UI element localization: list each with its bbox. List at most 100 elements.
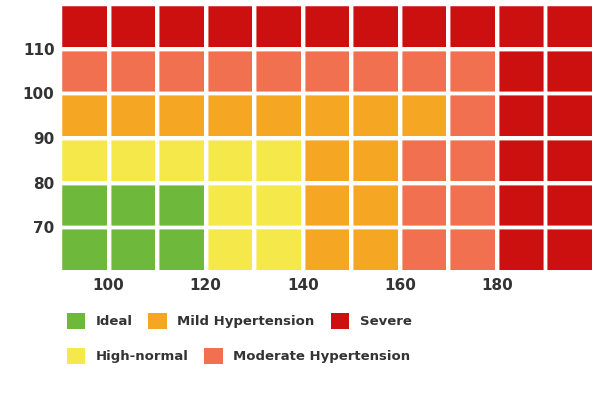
Bar	[499, 6, 544, 47]
Bar	[499, 50, 544, 92]
Bar	[110, 140, 155, 181]
Bar	[545, 49, 594, 93]
Bar	[451, 229, 495, 270]
Bar	[305, 6, 349, 47]
Bar	[159, 6, 203, 47]
Bar	[256, 140, 301, 181]
Bar	[400, 4, 448, 49]
Bar	[159, 274, 203, 315]
Bar	[305, 274, 349, 315]
Bar	[353, 184, 398, 226]
Bar	[60, 227, 109, 272]
Bar	[62, 229, 107, 270]
Bar	[497, 272, 545, 317]
Bar	[60, 4, 109, 49]
Bar	[109, 183, 157, 227]
Bar	[545, 272, 594, 317]
Bar	[62, 95, 107, 136]
Bar	[303, 227, 351, 272]
Bar	[159, 229, 203, 270]
Bar	[109, 49, 157, 93]
Bar	[256, 229, 301, 270]
Bar	[451, 6, 495, 47]
Bar	[62, 140, 107, 181]
Legend: High-normal, Moderate Hypertension: High-normal, Moderate Hypertension	[67, 348, 410, 364]
Bar	[208, 95, 252, 136]
Bar	[499, 274, 544, 315]
Bar	[545, 138, 594, 183]
Bar	[402, 274, 446, 315]
Bar	[254, 49, 303, 93]
Bar	[400, 227, 448, 272]
Bar	[110, 50, 155, 92]
Bar	[545, 183, 594, 227]
Bar	[159, 140, 203, 181]
Bar	[157, 138, 206, 183]
Bar	[60, 272, 109, 317]
Bar	[305, 50, 349, 92]
Bar	[351, 49, 400, 93]
Bar	[109, 93, 157, 138]
Bar	[402, 184, 446, 226]
Bar	[159, 50, 203, 92]
Bar	[497, 227, 545, 272]
Bar	[60, 138, 109, 183]
Bar	[305, 229, 349, 270]
Bar	[256, 274, 301, 315]
Bar	[547, 95, 592, 136]
Bar	[208, 6, 252, 47]
Bar	[303, 49, 351, 93]
Bar	[254, 4, 303, 49]
Bar	[353, 50, 398, 92]
Bar	[157, 272, 206, 317]
Bar	[451, 50, 495, 92]
Bar	[206, 49, 254, 93]
Bar	[159, 95, 203, 136]
Bar	[206, 272, 254, 317]
Bar	[497, 183, 545, 227]
Bar	[497, 4, 545, 49]
Bar	[547, 50, 592, 92]
Bar	[547, 274, 592, 315]
Bar	[208, 274, 252, 315]
Bar	[110, 229, 155, 270]
Bar	[109, 272, 157, 317]
Bar	[60, 49, 109, 93]
Bar	[254, 183, 303, 227]
Bar	[305, 140, 349, 181]
Bar	[303, 138, 351, 183]
Bar	[305, 95, 349, 136]
Bar	[110, 95, 155, 136]
Bar	[256, 95, 301, 136]
Bar	[351, 4, 400, 49]
Bar	[402, 229, 446, 270]
Bar	[206, 93, 254, 138]
Bar	[353, 229, 398, 270]
Bar	[402, 140, 446, 181]
Bar	[159, 184, 203, 226]
Bar	[448, 4, 497, 49]
Bar	[353, 95, 398, 136]
Bar	[402, 95, 446, 136]
Bar	[110, 274, 155, 315]
Bar	[351, 272, 400, 317]
Bar	[351, 227, 400, 272]
Bar	[157, 4, 206, 49]
Bar	[499, 140, 544, 181]
Bar	[448, 49, 497, 93]
Bar	[303, 4, 351, 49]
Bar	[448, 138, 497, 183]
Bar	[206, 227, 254, 272]
Bar	[400, 93, 448, 138]
Bar	[208, 184, 252, 226]
Bar	[254, 227, 303, 272]
Bar	[353, 6, 398, 47]
Bar	[547, 184, 592, 226]
Bar	[545, 4, 594, 49]
Bar	[303, 93, 351, 138]
Bar	[545, 227, 594, 272]
Bar	[157, 227, 206, 272]
Bar	[351, 183, 400, 227]
Bar	[254, 93, 303, 138]
Bar	[60, 93, 109, 138]
